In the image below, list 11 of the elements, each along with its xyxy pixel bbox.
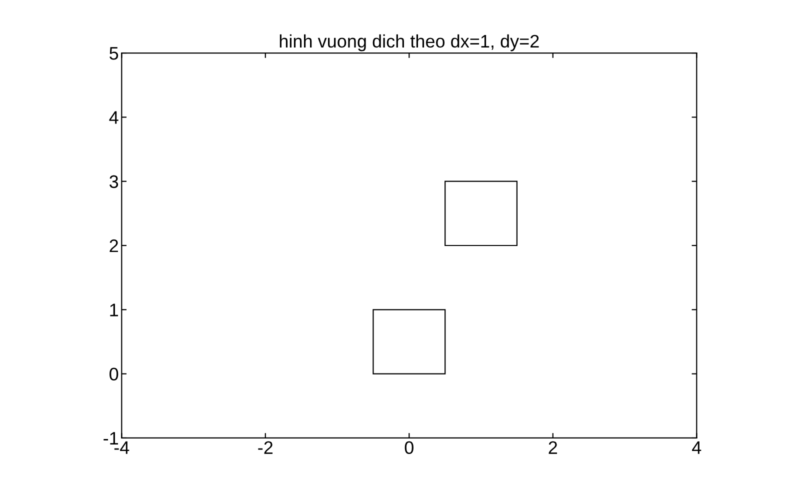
y-tick-label: 0 [110,368,118,381]
y-tick-label: 2 [110,239,118,252]
x-tick-label: -2 [258,441,273,454]
y-tick-label: 1 [110,304,118,316]
chart-title: hinh vuong dich theo dx=1, dy=2 [280,34,539,52]
y-tick-label: 3 [110,175,118,188]
y-tick-label: 5 [110,47,118,60]
x-tick-label: 4 [692,441,702,454]
x-tick-label: 0 [404,441,414,454]
y-tick-label: 4 [109,111,118,124]
x-tick-label: 2 [548,441,558,454]
